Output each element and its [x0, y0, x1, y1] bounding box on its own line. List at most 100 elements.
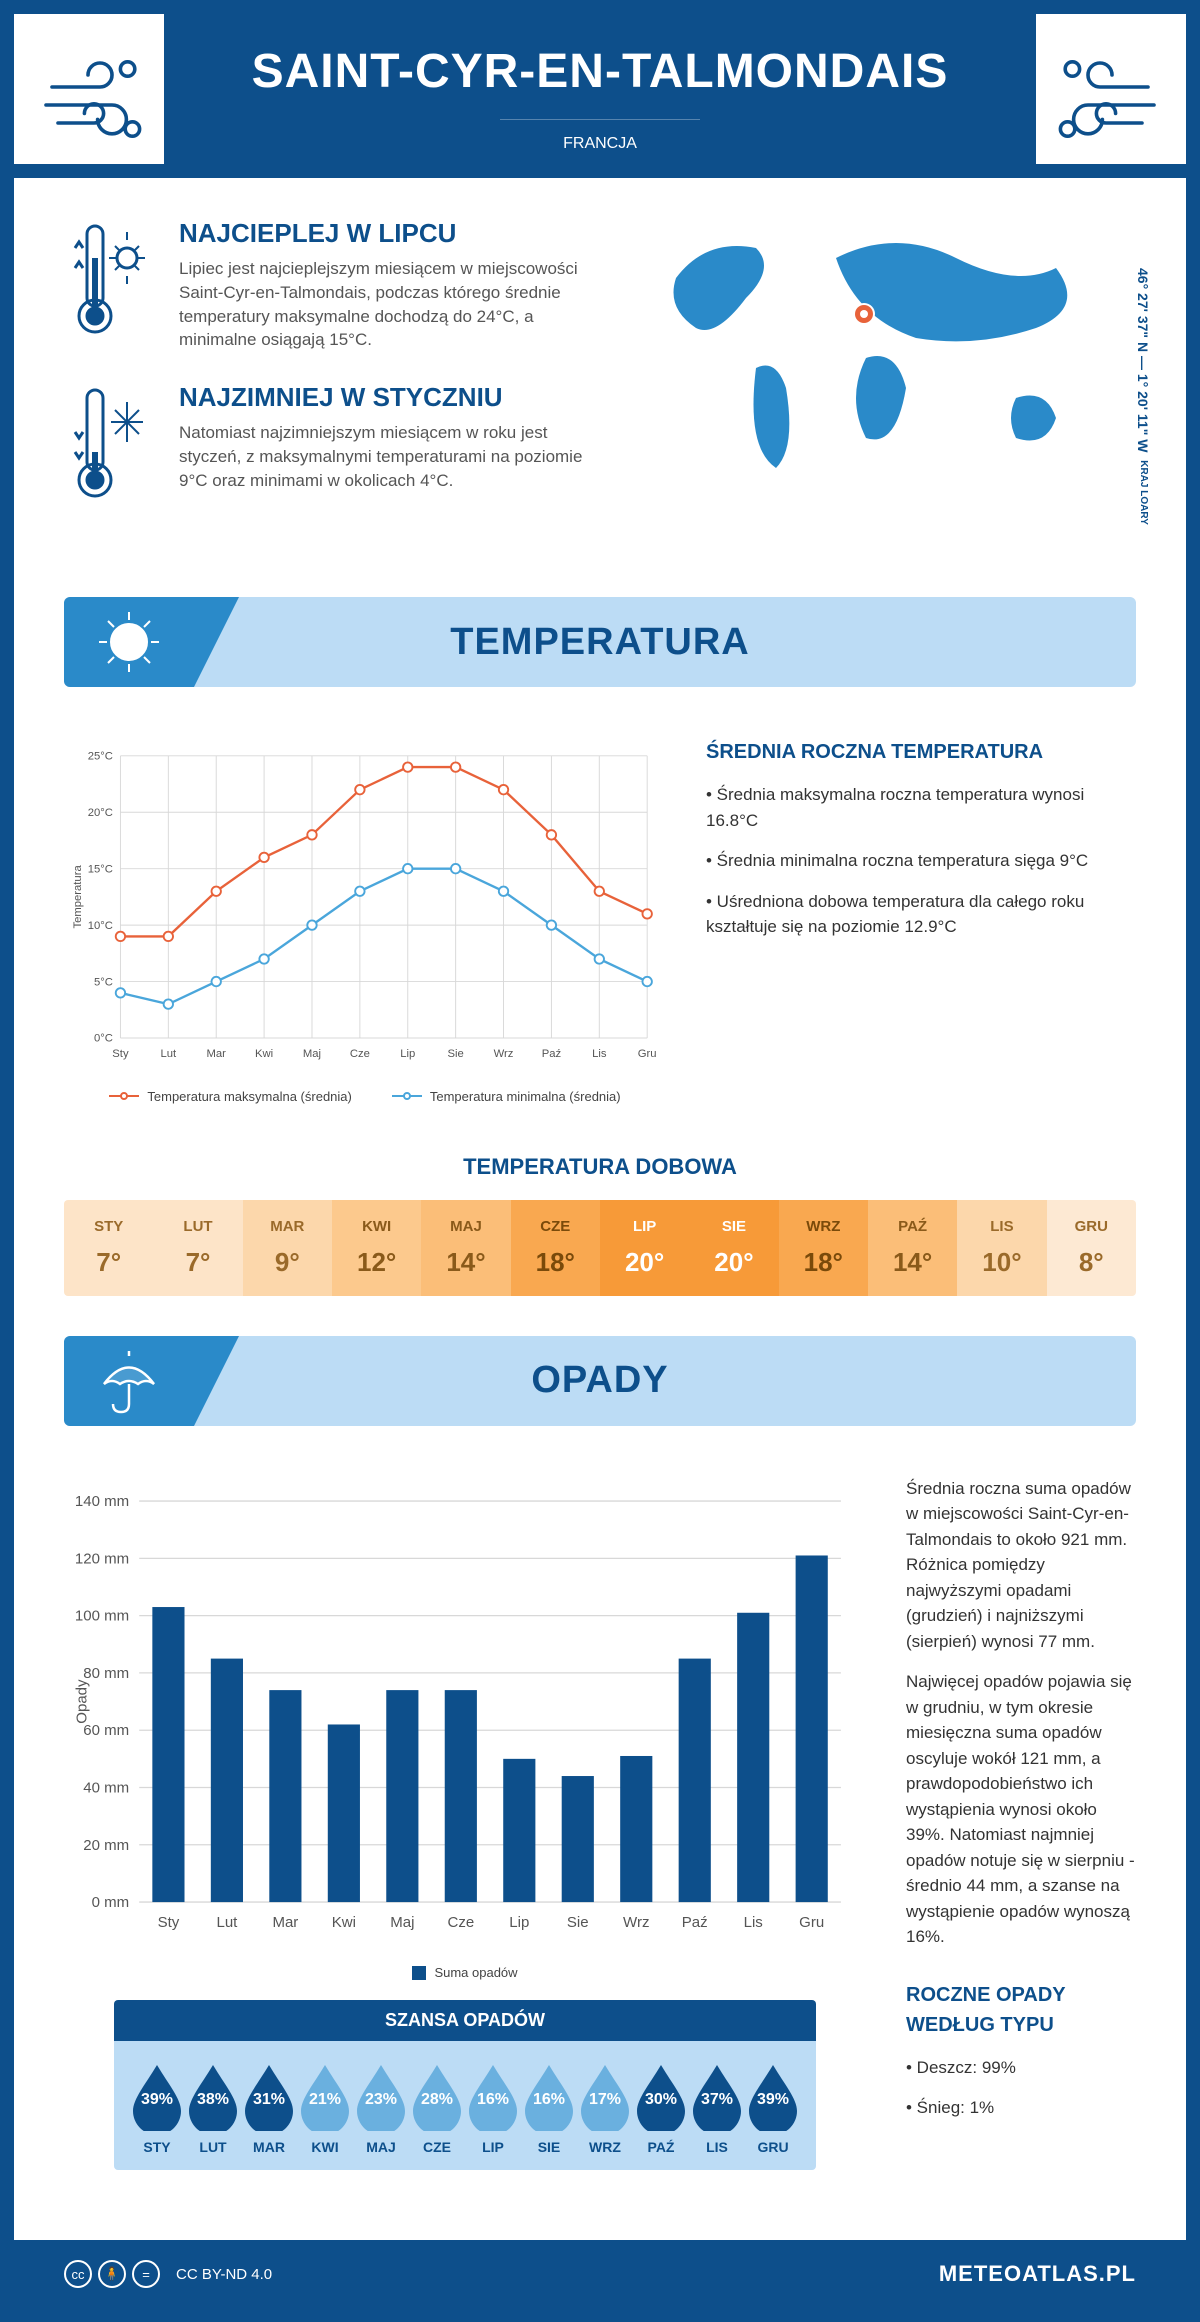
- legend-precip: Suma opadów: [412, 1965, 517, 1980]
- svg-text:Sie: Sie: [567, 1914, 589, 1931]
- svg-text:10°C: 10°C: [88, 920, 113, 932]
- svg-text:0 mm: 0 mm: [92, 1894, 130, 1911]
- temperature-section-header: TEMPERATURA: [64, 597, 1136, 687]
- country-label: FRANCJA: [500, 119, 700, 153]
- legend-min-label: Temperatura minimalna (średnia): [430, 1089, 621, 1104]
- svg-text:Paź: Paź: [682, 1914, 708, 1931]
- page-title: SAINT-CYR-EN-TALMONDAIS: [34, 44, 1166, 99]
- precip-paragraph: Średnia roczna suma opadów w miejscowośc…: [906, 1476, 1136, 1655]
- temp-cell: LIP20°: [600, 1200, 689, 1296]
- header: SAINT-CYR-EN-TALMONDAIS FRANCJA: [14, 14, 1186, 178]
- map-col: 46° 27' 37" N — 1° 20' 11" W KRAJ LOARY: [636, 218, 1136, 537]
- svg-text:Cze: Cze: [447, 1914, 474, 1931]
- coords-region: KRAJ LOARY: [1138, 460, 1149, 525]
- svg-text:0°C: 0°C: [94, 1033, 113, 1045]
- temperature-side-text: ŚREDNIA ROCZNA TEMPERATURA • Średnia mak…: [706, 737, 1136, 1104]
- precip-chance-item: 28% CZE: [409, 2061, 465, 2155]
- precip-type-bullet: • Deszcz: 99%: [906, 2055, 1136, 2081]
- thermometer-hot-icon: [64, 218, 154, 352]
- svg-text:Opady: Opady: [74, 1679, 91, 1724]
- temp-cell: WRZ18°: [779, 1200, 868, 1296]
- svg-text:Maj: Maj: [390, 1914, 414, 1931]
- precip-chance-item: 16% LIP: [465, 2061, 521, 2155]
- intro-text-col: NAJCIEPLEJ W LIPCU Lipiec jest najcieple…: [64, 218, 596, 537]
- license-text: CC BY-ND 4.0: [176, 2266, 272, 2283]
- svg-text:100 mm: 100 mm: [75, 1607, 129, 1624]
- site-name: METEOATLAS.PL: [939, 2261, 1136, 2287]
- wind-icon: [34, 39, 154, 159]
- svg-text:Maj: Maj: [303, 1048, 321, 1060]
- precip-chance-item: 39% STY: [129, 2061, 185, 2155]
- svg-text:40 mm: 40 mm: [83, 1779, 129, 1796]
- svg-text:Wrz: Wrz: [623, 1914, 649, 1931]
- temp-cell: GRU8°: [1047, 1200, 1136, 1296]
- daily-temp-table: STY7° LUT7° MAR9° KWI12° MAJ14° CZE18° L…: [64, 1200, 1136, 1296]
- precip-chance-item: 30% PAŹ: [633, 2061, 689, 2155]
- svg-text:Lip: Lip: [400, 1048, 415, 1060]
- temperature-legend: Temperatura maksymalna (średnia) Tempera…: [64, 1089, 666, 1104]
- precip-paragraph: Najwięcej opadów pojawia się w grudniu, …: [906, 1669, 1136, 1950]
- precip-by-type-heading: ROCZNE OPADY WEDŁUG TYPU: [906, 1980, 1136, 2040]
- svg-text:25°C: 25°C: [88, 751, 113, 763]
- precip-title: OPADY: [531, 1359, 668, 1402]
- temp-cell: LIS10°: [957, 1200, 1046, 1296]
- svg-text:Gru: Gru: [638, 1048, 657, 1060]
- svg-text:Temperatura: Temperatura: [72, 865, 84, 929]
- svg-text:Wrz: Wrz: [494, 1048, 514, 1060]
- legend-min: Temperatura minimalna (średnia): [392, 1089, 621, 1104]
- precip-body: 0 mm20 mm40 mm60 mm80 mm100 mm120 mm140 …: [14, 1446, 1186, 2240]
- precip-legend: Suma opadów: [64, 1965, 866, 1980]
- precip-chance-item: 17% WRZ: [577, 2061, 633, 2155]
- svg-text:Lut: Lut: [216, 1914, 238, 1931]
- coldest-title: NAJZIMNIEJ W STYCZNIU: [179, 382, 596, 413]
- svg-text:Lut: Lut: [160, 1048, 177, 1060]
- world-map: [636, 218, 1136, 498]
- coldest-block: NAJZIMNIEJ W STYCZNIU Natomiast najzimni…: [64, 382, 596, 507]
- warmest-block: NAJCIEPLEJ W LIPCU Lipiec jest najcieple…: [64, 218, 596, 352]
- svg-text:Lis: Lis: [592, 1048, 607, 1060]
- annual-temp-heading: ŚREDNIA ROCZNA TEMPERATURA: [706, 737, 1136, 767]
- temp-cell: PAŹ14°: [868, 1200, 957, 1296]
- svg-text:Lis: Lis: [744, 1914, 763, 1931]
- precip-chance-item: 23% MAJ: [353, 2061, 409, 2155]
- by-icon: 🧍: [98, 2260, 126, 2288]
- sun-icon: [64, 597, 194, 687]
- svg-text:20°C: 20°C: [88, 807, 113, 819]
- precip-bar-chart: 0 mm20 mm40 mm60 mm80 mm100 mm120 mm140 …: [64, 1476, 866, 1952]
- temperature-body: 0°C5°C10°C15°C20°C25°CStyLutMarKwiMajCze…: [14, 707, 1186, 1134]
- precip-chart-col: 0 mm20 mm40 mm60 mm80 mm100 mm120 mm140 …: [64, 1476, 866, 2210]
- cc-icon: cc: [64, 2260, 92, 2288]
- svg-text:20 mm: 20 mm: [83, 1837, 129, 1854]
- warmest-title: NAJCIEPLEJ W LIPCU: [179, 218, 596, 249]
- precip-chance-item: 38% LUT: [185, 2061, 241, 2155]
- temp-bullet: • Średnia minimalna roczna temperatura s…: [706, 848, 1136, 874]
- footer: cc 🧍 = CC BY-ND 4.0 METEOATLAS.PL: [14, 2240, 1186, 2308]
- precip-side-text: Średnia roczna suma opadów w miejscowośc…: [906, 1476, 1136, 2210]
- thermometer-cold-icon: [64, 382, 154, 507]
- legend-max: Temperatura maksymalna (średnia): [109, 1089, 351, 1104]
- temp-cell: STY7°: [64, 1200, 153, 1296]
- temp-bullet: • Średnia maksymalna roczna temperatura …: [706, 782, 1136, 833]
- precip-chance-title: SZANSA OPADÓW: [114, 2000, 816, 2041]
- temp-cell: CZE18°: [511, 1200, 600, 1296]
- svg-text:5°C: 5°C: [94, 977, 113, 989]
- coordinates: 46° 27' 37" N — 1° 20' 11" W KRAJ LOARY: [1135, 268, 1151, 525]
- precip-chance-item: 16% SIE: [521, 2061, 577, 2155]
- temp-cell: LUT7°: [153, 1200, 242, 1296]
- svg-text:Kwi: Kwi: [255, 1048, 273, 1060]
- header-corner-right: [1036, 14, 1186, 164]
- umbrella-icon: [64, 1336, 194, 1426]
- svg-text:140 mm: 140 mm: [75, 1493, 129, 1510]
- intro-section: NAJCIEPLEJ W LIPCU Lipiec jest najcieple…: [14, 178, 1186, 577]
- svg-text:Mar: Mar: [207, 1048, 227, 1060]
- temp-cell: MAJ14°: [421, 1200, 510, 1296]
- temp-cell: MAR9°: [243, 1200, 332, 1296]
- svg-text:Sty: Sty: [112, 1048, 129, 1060]
- temperature-chart-col: 0°C5°C10°C15°C20°C25°CStyLutMarKwiMajCze…: [64, 737, 666, 1104]
- infographic-root: SAINT-CYR-EN-TALMONDAIS FRANCJA: [0, 0, 1200, 2322]
- nd-icon: =: [132, 2260, 160, 2288]
- svg-text:Gru: Gru: [799, 1914, 824, 1931]
- precip-chance-item: 21% KWI: [297, 2061, 353, 2155]
- legend-precip-label: Suma opadów: [434, 1965, 517, 1980]
- warmest-text: Lipiec jest najcieplejszym miesiącem w m…: [179, 257, 596, 352]
